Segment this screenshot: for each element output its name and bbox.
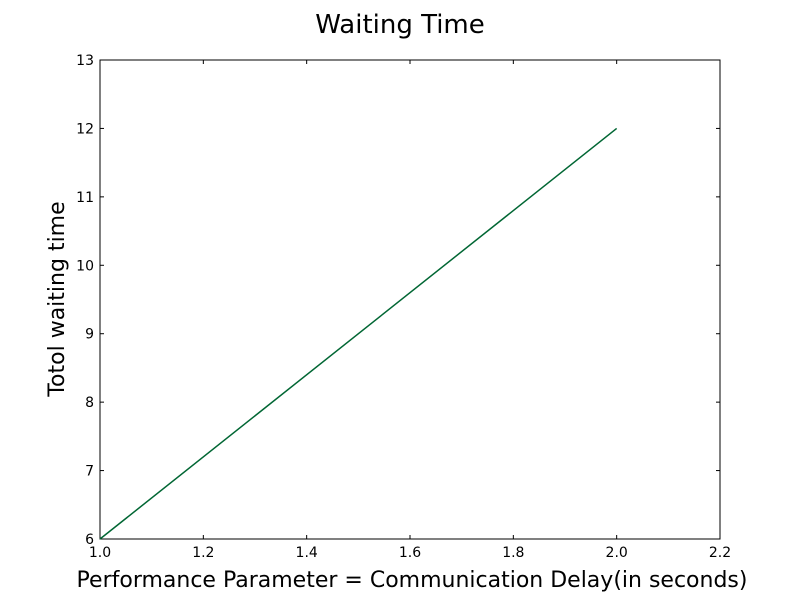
y-tick-label: 7 — [85, 464, 94, 480]
y-tick-label: 8 — [85, 395, 94, 411]
y-tick-label: 6 — [85, 532, 94, 548]
y-axis-ticks: 6 7 8 9 10 11 12 13 — [76, 53, 720, 548]
y-tick-label: 12 — [76, 121, 94, 137]
x-tick-label: 1.4 — [296, 545, 318, 561]
x-tick-label: 1.6 — [399, 545, 421, 561]
series-layer — [99, 127, 618, 540]
chart-title: Waiting Time — [315, 10, 485, 40]
y-tick-label: 9 — [85, 327, 94, 343]
x-tick-label: 2.2 — [709, 545, 731, 561]
x-axis-label: Performance Parameter = Communication De… — [77, 568, 748, 593]
x-tick-label: 1.8 — [502, 545, 524, 561]
y-tick-label: 10 — [76, 258, 94, 274]
x-tick-label: 1.2 — [192, 545, 214, 561]
x-tick-label: 1.0 — [89, 545, 111, 561]
x-axis-ticks: 1.0 1.2 1.4 1.6 1.8 2.0 2.2 — [89, 60, 731, 561]
series-line-0 — [99, 127, 618, 540]
y-tick-label: 11 — [76, 190, 94, 206]
y-axis-label: Totol waiting time — [45, 201, 70, 397]
plot-frame — [99, 59, 721, 540]
y-tick-label: 13 — [76, 53, 94, 69]
x-tick-label: 2.0 — [606, 545, 628, 561]
